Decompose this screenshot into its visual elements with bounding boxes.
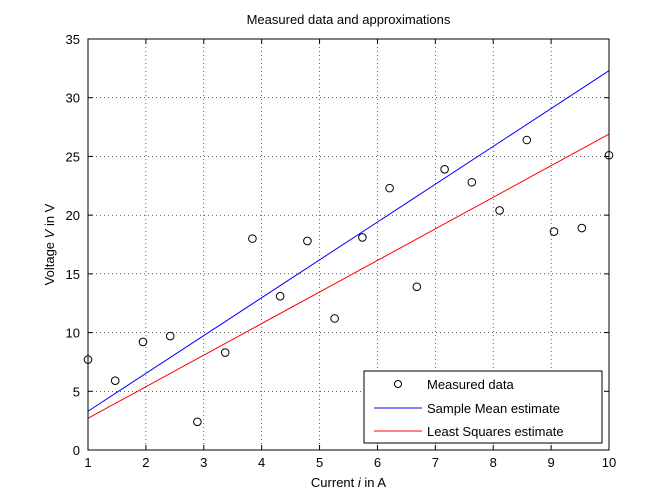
legend-marker-measured-data [394,380,402,388]
y-tick-label: 0 [73,443,80,458]
data-point [275,291,285,301]
legend-label-sample-mean: Sample Mean estimate [427,401,560,416]
x-tick-label: 6 [374,455,381,470]
data-point [549,227,559,236]
data-point [303,236,312,246]
data-point [248,234,257,243]
y-tick-label: 5 [73,384,80,399]
data-point [495,206,504,215]
y-tick-label: 20 [66,208,80,223]
x-tick-label: 7 [432,455,439,470]
data-point [358,233,367,242]
x-tick-label: 10 [602,455,616,470]
data-point [467,177,477,187]
x-tick-label: 4 [258,455,265,470]
legend: Measured data Sample Mean estimate Least… [363,370,603,444]
series-line-least-squares-estimate [87,133,610,419]
y-tick-label: 30 [66,91,80,106]
data-point [193,417,202,427]
x-tick-label: 1 [84,455,91,470]
y-tick-label: 25 [66,149,80,164]
x-axis-title: Current i in A [311,475,386,490]
data-point [220,348,230,357]
x-axis-title-pre: Current [311,475,358,490]
data-point [412,282,422,292]
y-tick-label: 35 [66,32,80,47]
series-layer [83,70,614,427]
y-axis-title-var: V [42,228,57,238]
y-axis-title-post: in V [42,203,57,229]
data-point [385,183,394,193]
y-tick-label: 15 [66,267,80,282]
grid [88,39,609,450]
x-tick-label: 9 [547,455,554,470]
y-axis-title: Voltage V in V [42,203,57,285]
x-tick-label: 8 [490,455,497,470]
legend-label-least-squares: Least Squares estimate [427,424,564,439]
legend-label-measured-data: Measured data [427,377,514,392]
series-line-sample-mean-estimate [87,70,610,412]
y-axis-title-pre: Voltage [42,238,57,285]
y-tick-label: 10 [66,326,80,341]
data-point [330,314,339,323]
data-point [577,223,587,233]
data-point [165,331,175,341]
plot-frame [87,38,610,451]
data-point [440,165,449,174]
x-axis-title-post: in A [361,475,387,490]
ticks: 1 2 3 4 5 6 7 8 9 10 0 5 10 15 20 25 30 35 [66,32,617,470]
data-point [138,337,148,347]
x-tick-label: 3 [200,455,207,470]
x-tick-label: 5 [316,455,323,470]
data-point [522,135,532,145]
x-tick-label: 2 [142,455,149,470]
data-point [110,376,120,386]
chart-title: Measured data and approximations [247,12,451,27]
x-axis-title-var: i [358,475,362,490]
